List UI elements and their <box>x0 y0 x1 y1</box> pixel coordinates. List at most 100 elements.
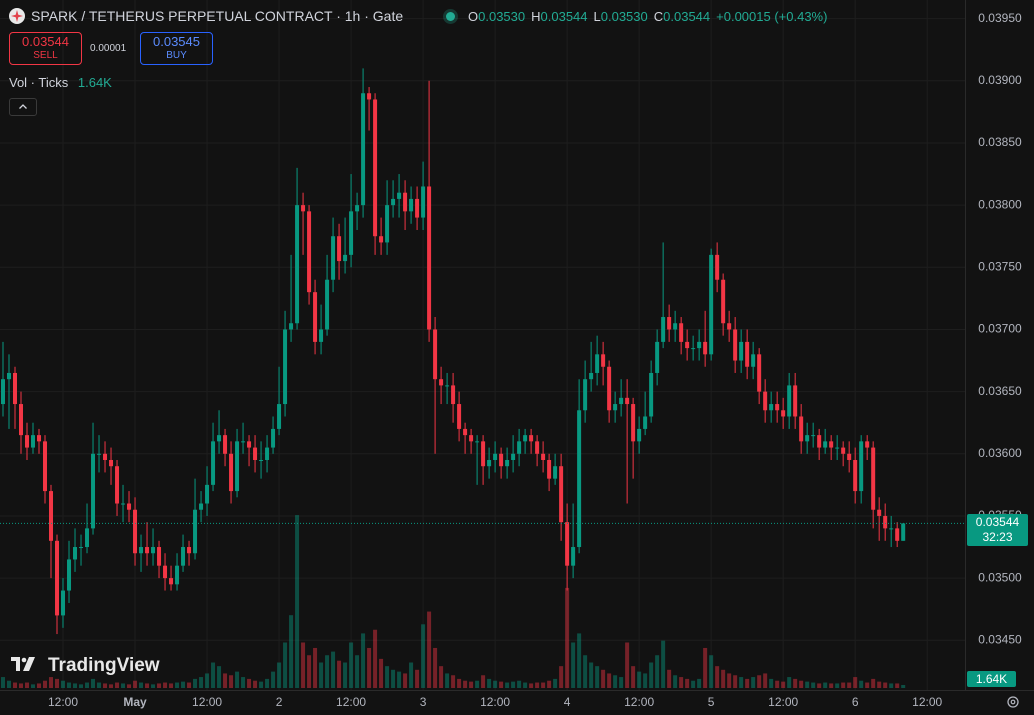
candle-body <box>175 565 180 585</box>
candle-body <box>277 404 282 429</box>
candle-body <box>661 317 666 342</box>
candle-body <box>691 348 696 350</box>
candle-body <box>445 385 450 387</box>
volume-bar <box>721 669 726 688</box>
volume-bar <box>583 655 588 688</box>
volume-bar <box>823 682 828 688</box>
last-price: 0.03544 <box>975 515 1020 529</box>
candle-body <box>469 435 474 442</box>
candle-body <box>667 317 672 330</box>
candle-body <box>565 522 570 566</box>
candle-body <box>301 205 306 212</box>
volume-bar <box>205 673 210 688</box>
collapse-button[interactable] <box>9 98 37 116</box>
candle-body <box>613 404 618 411</box>
candle-body <box>319 329 324 342</box>
volume-bar <box>865 682 870 688</box>
sell-button[interactable]: 0.03544 SELL <box>9 32 82 65</box>
volume-bar <box>673 675 678 688</box>
candle-body <box>145 547 150 554</box>
market-status <box>446 12 455 21</box>
volume-bar <box>181 681 186 688</box>
settings-icon[interactable] <box>1007 696 1019 708</box>
volume-bar <box>883 682 888 688</box>
volume-bar <box>685 678 690 688</box>
candle-body <box>529 435 534 442</box>
volume-bar <box>367 647 372 688</box>
candle-body <box>295 205 300 324</box>
volume-bar <box>157 683 162 688</box>
volume-bar <box>325 655 330 688</box>
candle-body <box>487 460 492 467</box>
candle-body <box>49 491 54 541</box>
candle-body <box>289 323 294 330</box>
volume-bar <box>1 677 6 688</box>
candle-body <box>427 186 432 330</box>
legend-value: 0.03530 <box>600 9 648 24</box>
candle-body <box>7 372 12 380</box>
volume-bar <box>799 680 804 688</box>
sell-label: SELL <box>33 50 58 61</box>
volume-bar <box>895 683 900 688</box>
volume-bar <box>679 677 684 688</box>
volume-bar <box>427 611 432 688</box>
volume-bar <box>355 655 360 688</box>
volume-bar <box>139 682 144 688</box>
volume-bar <box>133 680 138 688</box>
candle-body <box>721 279 726 324</box>
ohlc-legend: O0.03530 H0.03544 L0.03530 C0.03544 +0.00015… <box>468 9 827 24</box>
candle-body <box>217 435 222 442</box>
volume-bar <box>7 680 12 688</box>
volume-bar <box>55 678 60 688</box>
x-tick-label: 6 <box>852 695 859 709</box>
candle-body <box>379 236 384 243</box>
candle-body <box>757 354 762 392</box>
volume-bar <box>733 675 738 688</box>
candle-body <box>775 404 780 411</box>
volume-bar <box>547 680 552 688</box>
legend-value: 0.03544 <box>663 9 711 24</box>
buy-button[interactable]: 0.03545 BUY <box>140 32 213 65</box>
candle-body <box>769 404 774 411</box>
y-tick-label: 0.03750 <box>978 259 1022 273</box>
candle-body <box>199 503 204 510</box>
candle-body <box>421 186 426 218</box>
candle-body <box>841 447 846 454</box>
candle-body <box>331 236 336 280</box>
chevron <box>19 104 27 109</box>
volume-bar <box>331 651 336 688</box>
volume-bar <box>439 666 444 688</box>
candle-body <box>397 192 402 199</box>
volume-bar <box>487 678 492 688</box>
volume-bar <box>361 633 366 688</box>
volume-bar <box>319 662 324 688</box>
candle-body <box>109 460 114 467</box>
candle-body <box>865 441 870 448</box>
candle-body <box>223 435 228 454</box>
volume-bar <box>493 680 498 688</box>
volume-bar <box>613 675 618 688</box>
volume-bar <box>151 684 156 688</box>
volume-bar <box>763 673 768 688</box>
candle-body <box>643 416 648 429</box>
candle-body <box>859 441 864 492</box>
volume-bar <box>661 640 666 688</box>
volume-bar <box>481 675 486 688</box>
candle-body <box>655 341 660 373</box>
candle-body <box>325 279 330 330</box>
candle-body <box>373 99 378 237</box>
volume-bar <box>751 677 756 688</box>
candle-body <box>499 453 504 467</box>
candle-body <box>463 428 468 436</box>
candle-body <box>67 559 72 591</box>
candle-body <box>811 435 816 437</box>
candle-body <box>475 441 480 443</box>
candle-body <box>403 192 408 212</box>
candle-body <box>97 453 102 455</box>
volume-bar <box>499 681 504 688</box>
chart-title: SPARK / TETHERUS PERPETUAL CONTRACT · 1h… <box>31 8 404 24</box>
x-tick-label: 3 <box>420 695 427 709</box>
brand-logo <box>11 657 35 671</box>
volume-bar <box>19 683 24 688</box>
volume-bar <box>265 678 270 688</box>
